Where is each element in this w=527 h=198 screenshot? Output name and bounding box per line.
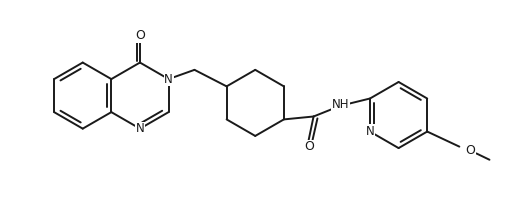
Text: N: N (164, 73, 173, 86)
Text: O: O (465, 144, 475, 157)
Text: O: O (304, 140, 314, 153)
Text: N: N (135, 122, 144, 135)
Text: NH: NH (332, 98, 349, 111)
Text: N: N (366, 125, 374, 138)
Text: O: O (135, 29, 145, 42)
